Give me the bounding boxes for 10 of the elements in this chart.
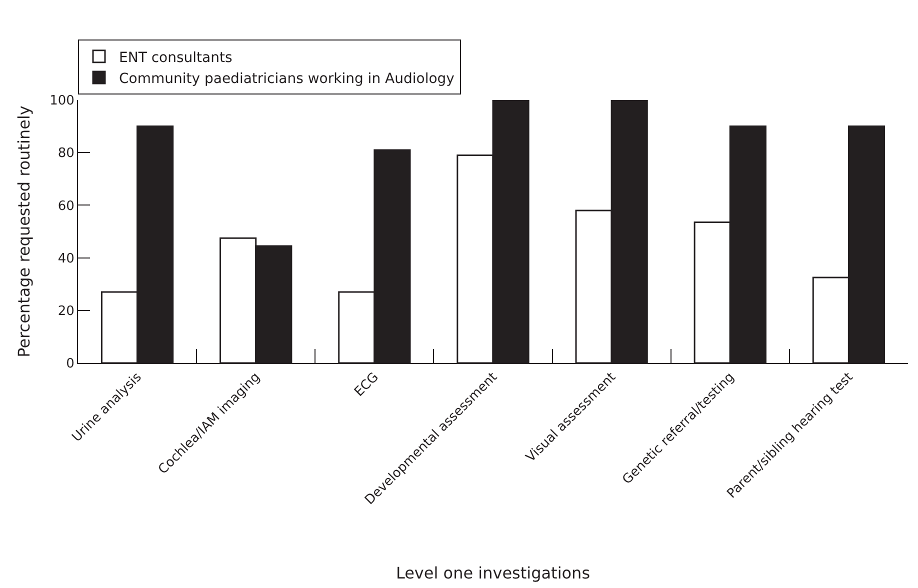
y-tick-label: 40	[58, 251, 74, 266]
legend-label: ENT consultants	[119, 50, 232, 66]
y-tick-label: 0	[66, 356, 74, 372]
y-axis-title: Percentage requested routinely	[14, 106, 34, 358]
y-tick-label: 80	[58, 146, 74, 162]
y-tick-label: 60	[58, 198, 74, 214]
y-tick-label: 100	[50, 94, 74, 109]
y-tick-label: 20	[58, 304, 74, 319]
x-axis-title: Level one investigations	[396, 564, 590, 583]
legend-label: Community paediatricians working in Audiology	[119, 71, 454, 87]
